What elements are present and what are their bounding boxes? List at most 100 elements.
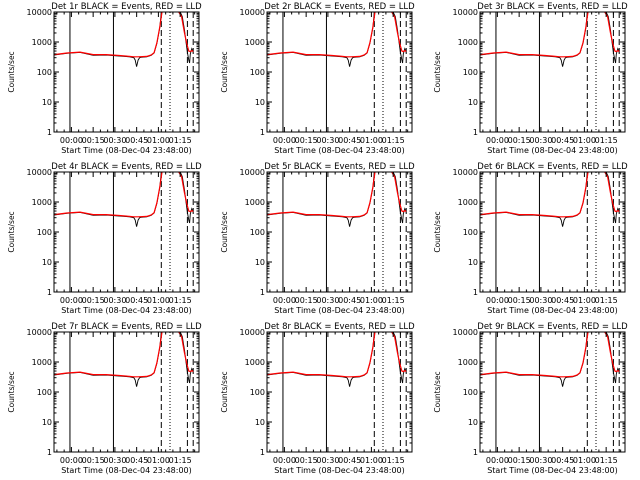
- x-tick-label: 00:30: [316, 296, 339, 305]
- x-tick-label: 00:00: [60, 456, 83, 465]
- x-tick-label: 01:15: [169, 136, 192, 145]
- series-group: [480, 332, 620, 387]
- chart-panel-9: 1 10 100 1000 10000 00:0000:1500:3000:4501:00…: [433, 322, 628, 475]
- x-tick-label: 00:30: [103, 136, 126, 145]
- lld-rate-line: [604, 332, 620, 373]
- x-tick-label: 01:15: [595, 136, 618, 145]
- x-tick-label: 00:45: [338, 296, 361, 305]
- chart-title: Det 7r BLACK = Events, RED = LLD: [51, 322, 202, 332]
- lld-rate-line: [54, 12, 163, 58]
- lld-rate-line: [54, 172, 163, 218]
- x-tick-label: 00:45: [551, 296, 574, 305]
- y-axis-label: Counts/sec: [433, 211, 442, 252]
- plot-frame: [53, 11, 200, 133]
- chart-panel-2: 1 10 100 1000 10000 00:0000:1500:3000:4501:00…: [220, 2, 415, 155]
- x-tick-label: 01:00: [573, 296, 596, 305]
- x-tick-label: 01:00: [360, 296, 383, 305]
- y-tick-label: 10000: [240, 168, 265, 177]
- plot-frame: [479, 331, 626, 453]
- x-tick-label: 01:00: [573, 456, 596, 465]
- y-tick-label: 1: [473, 288, 478, 297]
- chart-title: Det 1r BLACK = Events, RED = LLD: [51, 2, 202, 12]
- x-tick-label: 01:15: [382, 296, 405, 305]
- lld-rate-line: [54, 332, 163, 378]
- y-axis-label: Counts/sec: [7, 371, 16, 412]
- x-tick-label: 00:30: [316, 136, 339, 145]
- y-axis-label: Counts/sec: [220, 371, 229, 412]
- x-tick-label: 00:30: [103, 456, 126, 465]
- plot-frame: [53, 331, 200, 453]
- x-axis-label: Start Time (08-Dec-04 23:48:00): [61, 306, 192, 315]
- y-tick-label: 1: [47, 288, 52, 297]
- y-tick-label: 10: [42, 98, 52, 107]
- y-tick-label: 10000: [27, 168, 52, 177]
- x-tick-label: 00:00: [60, 136, 83, 145]
- x-tick-label: 01:15: [169, 456, 192, 465]
- series-group: [54, 12, 194, 67]
- chart-panel-4: 1 10 100 1000 10000 00:0000:1500:3000:4501:00…: [7, 162, 202, 315]
- x-tick-label: 00:45: [125, 456, 148, 465]
- lld-rate-line: [391, 12, 407, 53]
- y-tick-label: 1000: [32, 38, 52, 47]
- lld-rate-line: [480, 12, 589, 58]
- x-axis-label: Start Time (08-Dec-04 23:48:00): [487, 306, 618, 315]
- y-tick-label: 10000: [453, 168, 478, 177]
- series-group: [54, 172, 194, 227]
- x-tick-label: 00:00: [486, 136, 509, 145]
- y-axis-label: Counts/sec: [433, 51, 442, 92]
- plot-frame: [479, 171, 626, 293]
- plot-frame: [266, 171, 413, 293]
- lld-rate-line: [267, 12, 376, 58]
- x-tick-label: 00:15: [295, 136, 318, 145]
- y-tick-label: 1: [47, 448, 52, 457]
- lld-rate-line: [480, 332, 589, 378]
- y-tick-label: 10: [468, 258, 478, 267]
- y-tick-label: 100: [37, 388, 52, 397]
- y-tick-label: 100: [250, 68, 265, 77]
- lld-rate-line: [391, 332, 407, 373]
- lld-rate-line: [604, 12, 620, 53]
- x-tick-label: 00:45: [338, 136, 361, 145]
- x-tick-label: 00:45: [551, 456, 574, 465]
- x-tick-label: 00:15: [82, 456, 105, 465]
- lld-rate-line: [604, 172, 620, 213]
- x-axis-label: Start Time (08-Dec-04 23:48:00): [61, 466, 192, 475]
- y-tick-label: 1000: [245, 358, 265, 367]
- chart-panel-5: 1 10 100 1000 10000 00:0000:1500:3000:4501:00…: [220, 162, 415, 315]
- chart-title: Det 5r BLACK = Events, RED = LLD: [264, 162, 415, 172]
- chart-panel-8: 1 10 100 1000 10000 00:0000:1500:3000:4501:00…: [220, 322, 415, 475]
- y-tick-label: 1000: [32, 358, 52, 367]
- series-group: [54, 332, 194, 387]
- x-axis-label: Start Time (08-Dec-04 23:48:00): [274, 306, 405, 315]
- y-axis-label: Counts/sec: [220, 211, 229, 252]
- x-tick-label: 00:30: [103, 296, 126, 305]
- x-tick-label: 01:15: [382, 136, 405, 145]
- series-group: [267, 172, 407, 227]
- x-tick-label: 00:15: [508, 296, 531, 305]
- y-tick-label: 100: [250, 228, 265, 237]
- y-tick-label: 1000: [245, 198, 265, 207]
- chart-panel-6: 1 10 100 1000 10000 00:0000:1500:3000:4501:00…: [433, 162, 628, 315]
- chart-title: Det 9r BLACK = Events, RED = LLD: [477, 322, 628, 332]
- chart-title: Det 8r BLACK = Events, RED = LLD: [264, 322, 415, 332]
- y-tick-label: 100: [463, 228, 478, 237]
- y-tick-label: 1: [473, 448, 478, 457]
- x-tick-label: 00:45: [551, 136, 574, 145]
- y-tick-label: 10000: [453, 8, 478, 17]
- x-tick-label: 00:45: [125, 296, 148, 305]
- plot-frame: [266, 11, 413, 133]
- series-group: [267, 332, 407, 387]
- lld-rate-line: [267, 172, 376, 218]
- x-axis-label: Start Time (08-Dec-04 23:48:00): [274, 466, 405, 475]
- x-tick-label: 00:15: [82, 296, 105, 305]
- series-group: [480, 12, 620, 67]
- x-tick-label: 01:00: [147, 136, 170, 145]
- x-tick-label: 00:15: [295, 296, 318, 305]
- x-tick-label: 00:30: [529, 136, 552, 145]
- y-tick-label: 1: [47, 128, 52, 137]
- x-tick-label: 01:00: [147, 456, 170, 465]
- y-tick-label: 10: [468, 98, 478, 107]
- x-tick-label: 00:00: [273, 136, 296, 145]
